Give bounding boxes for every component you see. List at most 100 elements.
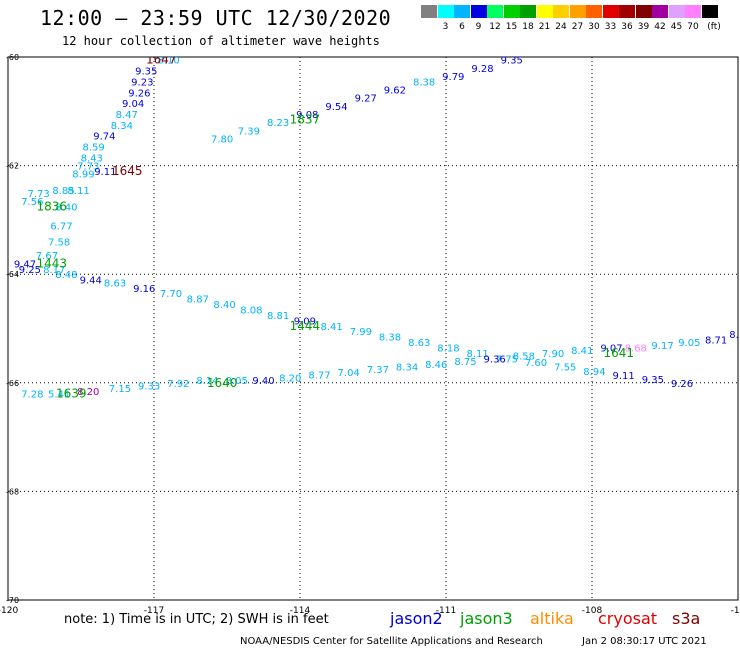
wave-height-label: 7.56 <box>21 197 43 208</box>
wave-height-label: 9.16 <box>133 284 155 295</box>
color-scale-label: 6 <box>459 22 465 32</box>
wave-height-label: 9.25 <box>19 265 41 276</box>
pass-time-label: 1836 <box>37 199 68 213</box>
wave-height-label: 8.38 <box>379 333 401 344</box>
color-scale-swatch <box>619 5 635 18</box>
wave-height-label: 8.11 <box>467 349 489 360</box>
x-tick-label: -117 <box>144 606 164 616</box>
wave-height-label: 9.08 <box>296 110 318 121</box>
satellite-legend-item: jason2 <box>390 609 443 628</box>
wave-height-label: 9.23 <box>131 77 153 88</box>
wave-height-label: 8.85 <box>52 186 74 197</box>
wave-height-label: 7.67 <box>36 251 58 262</box>
x-tick-label: -120 <box>0 606 18 616</box>
wave-height-label: 7.58 <box>48 238 70 249</box>
wave-height-label: 8.63 <box>408 338 430 349</box>
wave-height-label: 9.11 <box>613 371 635 382</box>
color-scale-swatch <box>569 5 586 18</box>
wave-height-label: 8.34 <box>396 363 418 374</box>
wave-height-label: 10.78 <box>556 39 585 50</box>
wave-height-label: 8.99 <box>72 170 94 181</box>
wave-height-label: 10.13 <box>614 23 643 34</box>
page-title: 12:00 – 23:59 UTC 12/30/2020 <box>40 6 392 30</box>
wave-height-label: 9.35 <box>135 67 157 78</box>
x-tick-label: -114 <box>290 606 311 616</box>
color-scale-label: 36 <box>621 22 633 32</box>
pass-time-label: 1444 <box>290 319 321 333</box>
wave-height-label: 8.46 <box>425 360 447 371</box>
x-tick-label: -10 <box>731 606 740 616</box>
wave-height-label: 8.47 <box>116 110 138 121</box>
color-scale-swatch <box>553 5 569 18</box>
wave-height-label: 9.27 <box>355 94 377 105</box>
y-tick-label: -62 <box>6 162 19 171</box>
wave-height-label: 9.74 <box>93 132 115 143</box>
wave-height-label: 9.26 <box>128 88 150 99</box>
y-tick-label: -64 <box>6 270 19 279</box>
wave-height-label: 8.41 <box>321 322 343 333</box>
wave-height-label: 8.58 <box>513 352 535 363</box>
color-scale-swatch <box>652 5 668 18</box>
wave-height-label: 9.40 <box>252 376 274 387</box>
wave-height-label: 8.40 <box>55 202 77 213</box>
wave-height-label: 9.47 <box>14 259 36 270</box>
wave-height-label: 9.35 <box>501 56 523 67</box>
wave-height-label: 9.79 <box>442 72 464 83</box>
wave-height-label: 8.87 <box>187 295 209 306</box>
wave-height-label: 7.73 <box>28 189 50 200</box>
color-scale-label: 27 <box>571 22 584 32</box>
color-scale-swatch <box>602 5 619 18</box>
color-scale-label: 15 <box>505 22 518 32</box>
wave-height-label: 7.28 <box>21 390 43 401</box>
color-scale-label: 70 <box>687 22 699 32</box>
wave-height-label: 9.33 <box>138 382 160 393</box>
wave-height-label: 8.56 <box>729 330 740 341</box>
wave-height-label: 9.44 <box>80 276 102 287</box>
color-scale-label: 12 <box>489 22 501 32</box>
wave-height-label: 8.08 <box>240 305 262 316</box>
wave-height-label: 8.14 <box>196 376 218 387</box>
wave-height-label: 9.26 <box>671 379 693 390</box>
color-scale-swatch <box>635 5 652 18</box>
color-scale-swatch <box>470 5 487 18</box>
x-tick-label: -108 <box>582 606 603 616</box>
color-scale-swatch <box>454 5 470 18</box>
wave-height-label: 9.11 <box>94 167 116 178</box>
wave-height-label: 7.70 <box>160 289 182 300</box>
y-tick-label: -66 <box>6 379 19 388</box>
wave-height-label: 9.78 <box>530 48 552 59</box>
wave-height-label: 9.62 <box>384 86 406 97</box>
color-scale-swatch <box>520 5 536 18</box>
wave-height-label: 7.55 <box>554 363 576 374</box>
color-scale-label: 42 <box>654 22 666 32</box>
color-scale-label: 24 <box>555 22 567 32</box>
page-subtitle: 12 hour collection of altimeter wave hei… <box>62 34 380 48</box>
pass-time-label: 1443 <box>37 256 68 270</box>
wave-height-label: 8.11 <box>67 186 89 197</box>
color-scale-unit: (ft) <box>707 22 721 32</box>
wave-height-label: 7.80 <box>211 134 233 145</box>
y-tick-label: -68 <box>6 487 19 496</box>
wave-height-label: 8.59 <box>83 143 105 154</box>
wave-height-label: 8.34 <box>111 121 133 132</box>
wave-height-label: 9.17 <box>651 341 673 352</box>
wave-height-label: 7.15 <box>109 384 131 395</box>
wave-height-label: 8.48 <box>55 270 77 281</box>
x-tick-label: -111 <box>436 606 456 616</box>
color-scale-swatch <box>487 5 503 18</box>
satellite-legend-item: altika <box>530 609 574 628</box>
color-scale-label: 21 <box>538 22 551 32</box>
footer-note: note: 1) Time is in UTC; 2) SWH is in fe… <box>64 612 329 627</box>
wave-height-label: 9.35 <box>642 375 664 386</box>
wave-height-label: 8.20 <box>77 387 99 398</box>
wave-height-label: 10.52 <box>585 31 614 42</box>
y-tick-label: -70 <box>6 596 19 605</box>
wave-height-label: 8.75 <box>454 357 476 368</box>
wave-height-label: 7.39 <box>238 126 260 137</box>
color-scale-label: 39 <box>637 22 650 32</box>
wave-height-label: 9.36 <box>484 354 506 365</box>
wave-height-label: 8.18 <box>437 344 459 355</box>
wave-height-label: 8.63 <box>104 278 126 289</box>
color-scale-label: 9 <box>475 22 482 32</box>
